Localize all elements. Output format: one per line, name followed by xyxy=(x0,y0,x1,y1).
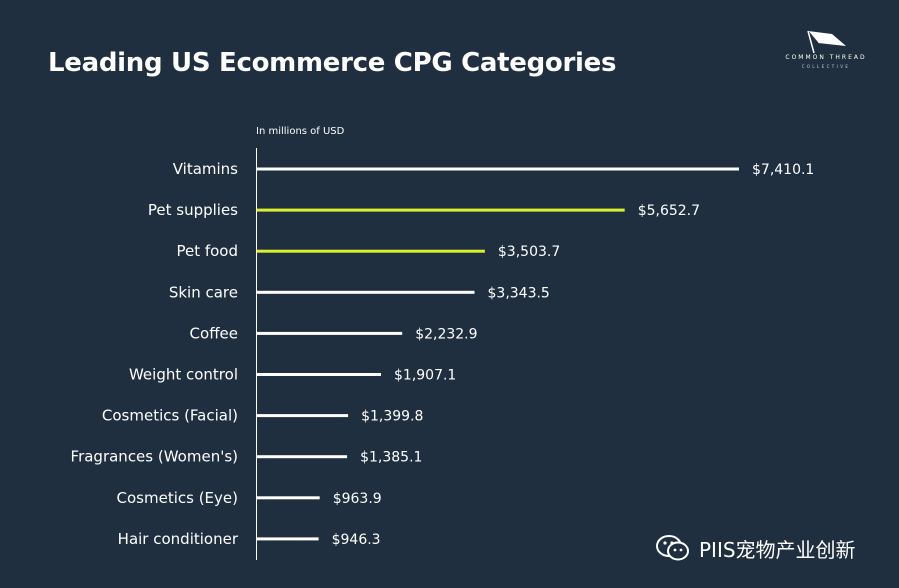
bar-weight-control xyxy=(257,373,381,376)
bar-cosmetics-facial xyxy=(257,414,349,418)
category-label-hair-conditioner: Hair conditioner xyxy=(118,530,239,548)
wechat-icon xyxy=(656,535,689,561)
category-label-weight-control: Weight control xyxy=(129,366,238,384)
logo-subtitle: COLLECTIVE xyxy=(801,64,851,69)
category-label-vitamins: Vitamins xyxy=(173,160,238,178)
category-label-skin-care: Skin care xyxy=(169,283,238,301)
bar-cosmetics-eye xyxy=(257,496,320,500)
category-label-coffee: Coffee xyxy=(190,324,238,342)
logo-name: COMMON THREAD xyxy=(785,54,867,61)
watermark: PIIS宠物产业创新 xyxy=(655,534,856,562)
category-label-fragrances-women-s: Fragrances (Women's) xyxy=(71,448,238,466)
bar-coffee xyxy=(257,331,403,335)
bar-vitamins xyxy=(257,167,739,171)
value-label-pet-food: $3,503.7 xyxy=(498,244,560,260)
category-label-cosmetics-eye: Cosmetics (Eye) xyxy=(117,489,238,507)
value-label-cosmetics-eye: $963.9 xyxy=(333,491,382,507)
value-label-vitamins: $7,410.1 xyxy=(752,162,814,178)
category-label-pet-food: Pet food xyxy=(176,242,238,260)
flag-icon xyxy=(807,30,846,54)
bar-pet-food xyxy=(257,249,485,253)
company-logo: COMMON THREAD COLLECTIVE xyxy=(778,28,874,90)
bar-skin-care xyxy=(257,290,475,294)
bar-hair-conditioner xyxy=(257,537,319,541)
value-label-cosmetics-facial: $1,399.8 xyxy=(361,409,423,425)
bars-group: Vitamins $7,410.1 Pet supplies $5,652.7 Pet … xyxy=(71,160,815,548)
value-label-skin-care: $3,343.5 xyxy=(488,285,550,301)
value-label-weight-control: $1,907.1 xyxy=(394,368,456,384)
value-label-pet-supplies: $5,652.7 xyxy=(638,203,700,219)
chart-title: Leading US Ecommerce CPG Categories xyxy=(48,48,617,78)
category-label-cosmetics-facial: Cosmetics (Facial) xyxy=(102,407,238,425)
value-label-fragrances-women-s: $1,385.1 xyxy=(360,450,422,466)
watermark-text: PIIS宠物产业创新 xyxy=(699,537,856,562)
unit-label: In millions of USD xyxy=(256,126,345,137)
value-label-hair-conditioner: $946.3 xyxy=(332,532,381,548)
category-label-pet-supplies: Pet supplies xyxy=(148,201,238,219)
value-label-coffee: $2,232.9 xyxy=(415,326,477,342)
bar-pet-supplies xyxy=(257,208,625,212)
bar-fragrances-women-s xyxy=(257,455,348,459)
